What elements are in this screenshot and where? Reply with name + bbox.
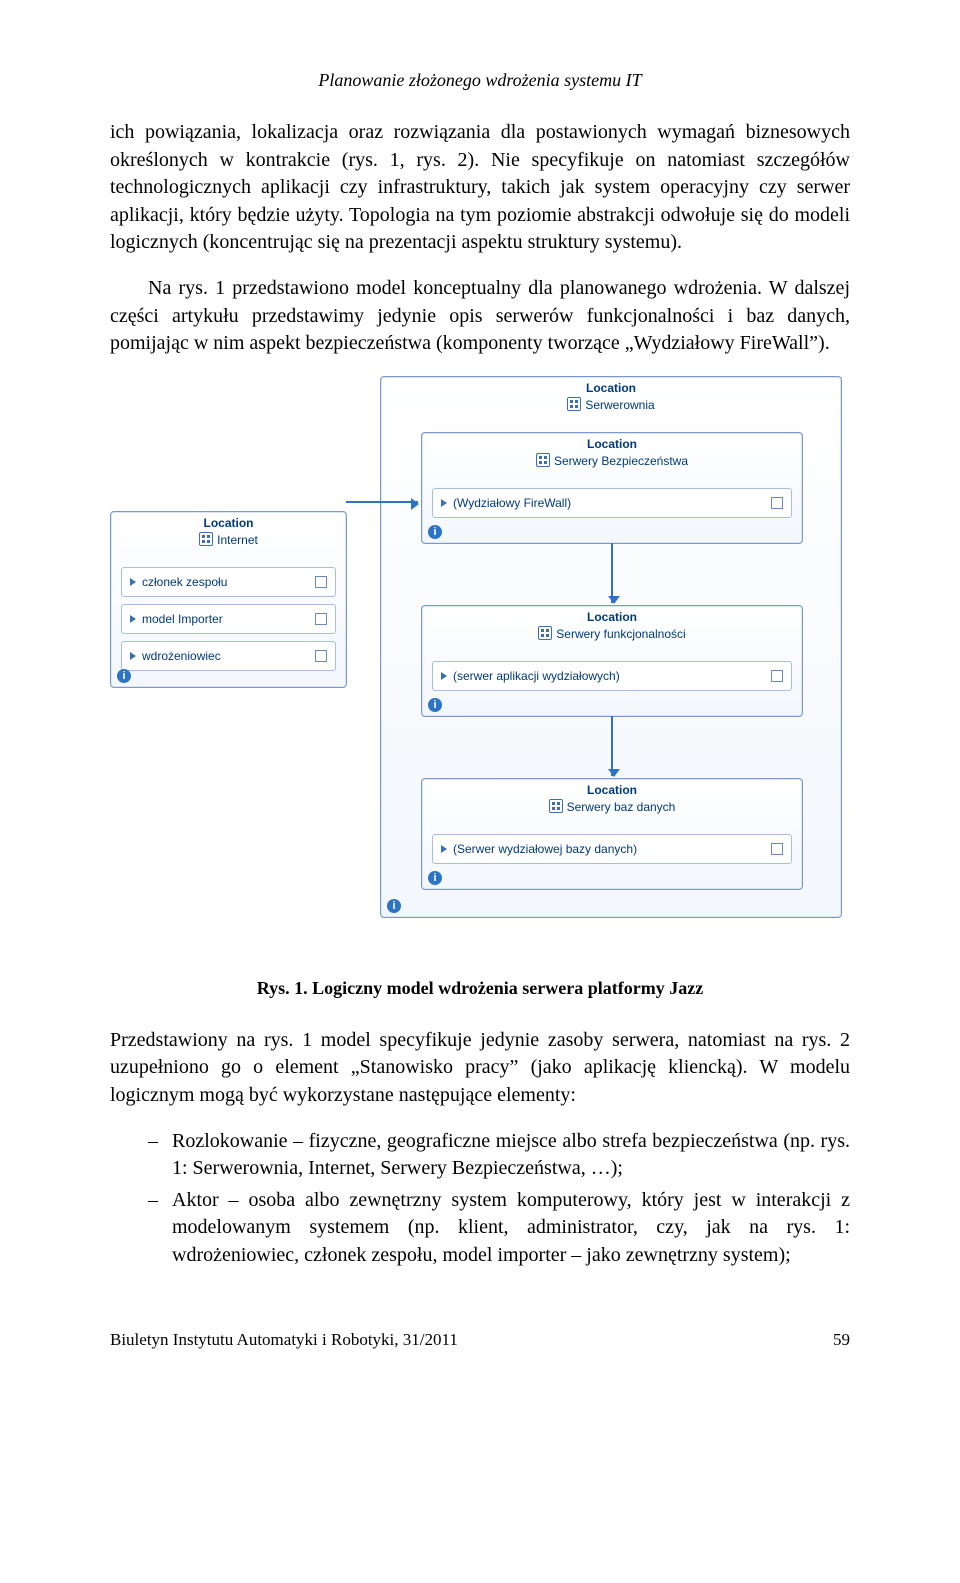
- node-glyph-icon: [441, 499, 447, 507]
- tree-icon: [199, 533, 217, 547]
- node-label: wdrożeniowiec: [142, 649, 221, 663]
- node-marker-icon: [771, 843, 783, 855]
- node-firewall: (Wydziałowy FireWall): [432, 488, 792, 518]
- info-icon: i: [428, 871, 442, 885]
- figure-caption: Rys. 1. Logiczny model wdrożenia serwera…: [110, 978, 850, 999]
- actor-wdrozeniowiec: wdrożeniowiec: [121, 641, 336, 671]
- node-glyph-icon: [130, 578, 136, 586]
- info-icon: i: [387, 899, 401, 913]
- figure-1: Location Serwerownia i Location Serwery …: [110, 376, 850, 956]
- tree-icon: [538, 627, 556, 641]
- info-icon: i: [117, 669, 131, 683]
- running-head: Planowanie złożonego wdrożenia systemu I…: [110, 70, 850, 91]
- loc-name: Internet: [217, 533, 258, 547]
- tree-icon: [567, 398, 585, 412]
- info-icon: i: [428, 525, 442, 539]
- node-label: członek zespołu: [142, 575, 227, 589]
- info-icon: i: [428, 698, 442, 712]
- node-serwer-bazy: (Serwer wydziałowej bazy danych): [432, 834, 792, 864]
- node-label: (Serwer wydziałowej bazy danych): [453, 842, 637, 856]
- loc-label: Location: [381, 377, 841, 397]
- loc-label: Location: [422, 779, 802, 799]
- loc-funkcjonalnosci: Location Serwery funkcjonalności (serwer…: [421, 605, 803, 717]
- node-label: (Wydziałowy FireWall): [453, 496, 571, 510]
- loc-serwerownia: Location Serwerownia i Location Serwery …: [380, 376, 842, 918]
- loc-bezpieczenstwa: Location Serwery Bezpieczeństwa (Wydział…: [421, 432, 803, 544]
- node-label: (serwer aplikacji wydziałowych): [453, 669, 620, 683]
- node-serwer-aplikacji: (serwer aplikacji wydziałowych): [432, 661, 792, 691]
- page-footer: Biuletyn Instytutu Automatyki i Robotyki…: [110, 1330, 850, 1350]
- loc-label: Location: [111, 512, 346, 532]
- list-item: Rozlokowanie – fizyczne, geograficzne mi…: [148, 1128, 850, 1183]
- node-marker-icon: [771, 670, 783, 682]
- actor-model-importer: model Importer: [121, 604, 336, 634]
- loc-baz-danych: Location Serwery baz danych (Serwer wydz…: [421, 778, 803, 890]
- node-glyph-icon: [441, 845, 447, 853]
- node-glyph-icon: [441, 672, 447, 680]
- loc-label: Location: [422, 433, 802, 453]
- bullet-list: Rozlokowanie – fizyczne, geograficzne mi…: [110, 1128, 850, 1270]
- actor-czlonek: członek zespołu: [121, 567, 336, 597]
- loc-label: Location: [422, 606, 802, 626]
- tree-icon: [549, 800, 567, 814]
- loc-internet: Location Internet członek zespołu model …: [110, 511, 347, 688]
- node-marker-icon: [315, 650, 327, 662]
- loc-name: Serwery Bezpieczeństwa: [554, 454, 688, 468]
- connector: [346, 501, 418, 503]
- connector: [611, 716, 613, 776]
- footer-publication: Biuletyn Instytutu Automatyki i Robotyki…: [110, 1330, 458, 1350]
- connector: [611, 543, 613, 603]
- loc-name: Serwery baz danych: [567, 800, 676, 814]
- node-label: model Importer: [142, 612, 223, 626]
- loc-name: Serwerownia: [585, 398, 654, 412]
- list-item: Aktor – osoba albo zewnętrzny system kom…: [148, 1187, 850, 1270]
- tree-icon: [536, 454, 554, 468]
- node-marker-icon: [771, 497, 783, 509]
- paragraph-1: ich powiązania, lokalizacja oraz rozwiąz…: [110, 119, 850, 257]
- node-glyph-icon: [130, 615, 136, 623]
- node-marker-icon: [315, 613, 327, 625]
- paragraph-3: Przedstawiony na rys. 1 model specyfikuj…: [110, 1027, 850, 1110]
- paragraph-2: Na rys. 1 przedstawiono model konceptual…: [110, 275, 850, 358]
- node-glyph-icon: [130, 652, 136, 660]
- loc-name: Serwery funkcjonalności: [556, 627, 685, 641]
- footer-page-number: 59: [833, 1330, 850, 1350]
- node-marker-icon: [315, 576, 327, 588]
